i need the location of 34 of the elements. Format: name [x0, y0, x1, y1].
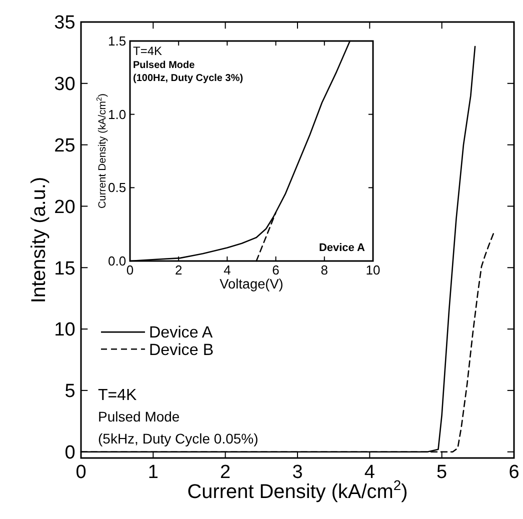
y-tick-label: 30: [54, 74, 76, 96]
annotation: Pulsed Mode: [98, 408, 180, 424]
x-tick-label: 8: [320, 262, 328, 278]
x-tick-label: 4: [364, 462, 376, 483]
x-tick-label: 2: [220, 462, 231, 483]
x-tick-label: 2: [174, 262, 182, 278]
y-tick-label: 25: [54, 135, 76, 156]
x-tick-label: 3: [292, 462, 303, 483]
x-tick-label: 6: [272, 262, 280, 278]
y-tick-label: 10: [54, 320, 76, 341]
y-axis-title: Intensity (a.u.): [28, 176, 50, 304]
y-tick-label: 1.0: [108, 106, 126, 122]
y-tick-label: 20: [54, 196, 76, 218]
y-tick-label: 1.5: [108, 34, 126, 49]
annotation: T=4K: [133, 44, 162, 58]
y-tick-label: 35: [54, 12, 76, 34]
x-tick-label: 1: [148, 462, 158, 483]
annotation: (5kHz, Duty Cycle 0.05%): [98, 430, 258, 446]
annotation: T=4K: [98, 387, 138, 404]
legend-label: Device A: [149, 324, 213, 342]
annotation: Device A: [318, 242, 366, 254]
x-tick-label: 6: [508, 462, 520, 483]
y-tick-label: 5: [64, 381, 76, 402]
x-axis-title: Voltage(V): [220, 276, 284, 292]
x-tick-label: 10: [366, 262, 380, 278]
y-tick-label: 0: [64, 442, 76, 464]
x-tick-label: 4: [224, 262, 231, 278]
y-tick-label: 0.5: [108, 180, 126, 196]
x-tick-label: 5: [436, 462, 448, 483]
annotation: Pulsed Mode: [133, 60, 196, 71]
legend-label: Device B: [149, 340, 214, 359]
annotation: (100Hz, Duty Cycle 3%): [133, 73, 244, 84]
y-tick-label: 0.0: [108, 254, 126, 269]
y-tick-label: 15: [54, 258, 76, 280]
